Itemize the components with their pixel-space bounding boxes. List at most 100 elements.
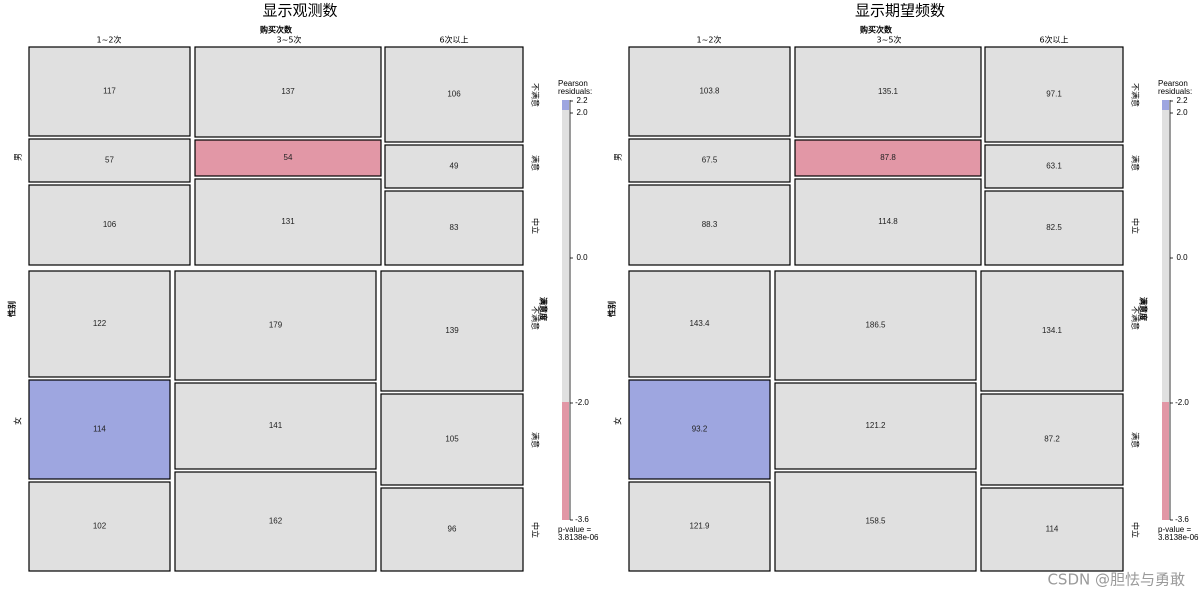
satisfaction-level-label: 不满意 [531,83,541,107]
p-value-label: 3.8138e-06 [558,533,599,542]
mosaic-cell [28,481,171,572]
cell-value-label: 186.5 [865,321,886,330]
cell-value-label: 87.2 [1044,435,1060,444]
mosaic-cell [628,46,791,137]
mosaic-cell [628,481,771,572]
satisfaction-level-label: 中立 [1131,218,1141,234]
cell-value-label: 143.4 [689,319,710,328]
mosaic-cell [194,139,382,177]
purchase-level-label: 3~5次 [277,35,302,45]
cell-value-label: 49 [450,162,459,171]
purchase-level-label: 6次以上 [439,35,468,45]
mosaic-cell [984,190,1124,266]
mosaic-cell [384,190,524,266]
cell-value-label: 117 [103,87,116,96]
gender-axis-title: 性别 [7,301,17,317]
cell-value-label: 137 [281,87,295,96]
mosaic-cell [984,46,1124,143]
mosaic-cell [980,487,1124,572]
legend-title: residuals: [558,87,592,96]
satisfaction-level-label: 满意 [531,432,541,448]
satisfaction-level-label: 满意 [1131,155,1141,171]
cell-value-label: 102 [93,522,107,531]
legend-positive-band [562,100,569,110]
satisfaction-level-label: 中立 [531,218,541,234]
mosaic-cell [628,379,771,480]
mosaic-cell [380,393,524,486]
cell-value-label: 103.8 [699,87,720,96]
cell-value-label: 106 [447,90,461,99]
purchase-axis-title: 购买次数 [260,25,293,35]
gender-level-label: 女 [613,417,623,425]
cell-value-label: 83 [450,223,459,232]
cell-value-label: 122 [93,319,107,328]
cell-value-label: 63.1 [1046,162,1062,171]
chart-title: 显示期望频数 [855,2,945,20]
mosaic-cell [794,46,982,138]
satisfaction-axis-title: 满意度 [539,297,549,322]
mosaic-cell [174,270,377,381]
gender-level-label: 男 [14,153,23,161]
cell-value-label: 121.2 [865,421,886,430]
satisfaction-level-label: 不满意 [1131,83,1141,107]
mosaic-cell [774,471,977,572]
legend-title: residuals: [1158,87,1192,96]
mosaic-cell [628,184,791,266]
cell-value-label: 67.5 [702,156,718,165]
satisfaction-level-label: 满意 [531,155,541,171]
p-value-label: p-value = [1158,525,1191,534]
mosaic-cell [380,487,524,572]
mosaic-cell [628,270,771,378]
legend-tick-label: -2.0 [575,398,589,407]
purchase-level-label: 1~2次 [697,35,722,45]
mosaic-cell [384,144,524,189]
watermark-text: CSDN @胆怯与勇敢 [1047,571,1185,589]
satisfaction-axis-title: 满意度 [1139,297,1149,322]
mosaic-cell [794,139,982,177]
legend-negative-band [562,402,569,520]
legend-negative-band [1162,402,1169,520]
mosaic-cell [28,46,191,137]
mosaic-cell [28,379,171,480]
mosaic-cell [794,178,982,266]
chart-title: 显示观测数 [262,2,337,20]
cell-value-label: 88.3 [702,220,718,229]
mosaic-cell [380,270,524,392]
mosaic-cell [28,270,171,378]
mosaic-cell [384,46,524,143]
mosaic-cell [980,270,1124,392]
legend-tick-label: 2.2 [576,96,588,105]
cell-value-label: 162 [269,517,283,526]
mosaic-cell [628,138,791,183]
satisfaction-level-label: 中立 [531,522,541,538]
cell-value-label: 57 [105,156,114,165]
legend-tick-label: -3.6 [1175,515,1189,524]
cell-value-label: 158.5 [865,517,886,526]
mosaic-cell [984,144,1124,189]
p-value-label: 3.8138e-06 [1158,533,1199,542]
mosaic-cell [194,46,382,138]
cell-value-label: 134.1 [1042,326,1063,335]
mosaic-cell [774,270,977,381]
cell-value-label: 93.2 [692,425,708,434]
cell-value-label: 97.1 [1046,90,1062,99]
legend-tick-label: 2.0 [1176,108,1188,117]
cell-value-label: 114 [1046,525,1059,534]
legend-positive-band [1162,100,1169,110]
legend-tick-label: 2.0 [576,108,588,117]
cell-value-label: 135.1 [878,87,899,96]
cell-value-label: 121.9 [689,522,710,531]
purchase-axis-title: 购买次数 [860,25,893,35]
legend-neutral-band [562,110,569,402]
gender-axis-title: 性别 [607,301,617,317]
mosaic-cell [28,184,191,266]
purchase-level-label: 1~2次 [97,35,122,45]
mosaic-cell [28,138,191,183]
cell-value-label: 54 [284,153,293,162]
mosaic-cell [174,382,377,470]
cell-value-label: 82.5 [1046,223,1062,232]
legend-tick-label: 2.2 [1176,96,1188,105]
legend-title: Pearson [558,79,588,88]
purchase-level-label: 3~5次 [877,35,902,45]
cell-value-label: 114.8 [878,217,898,226]
